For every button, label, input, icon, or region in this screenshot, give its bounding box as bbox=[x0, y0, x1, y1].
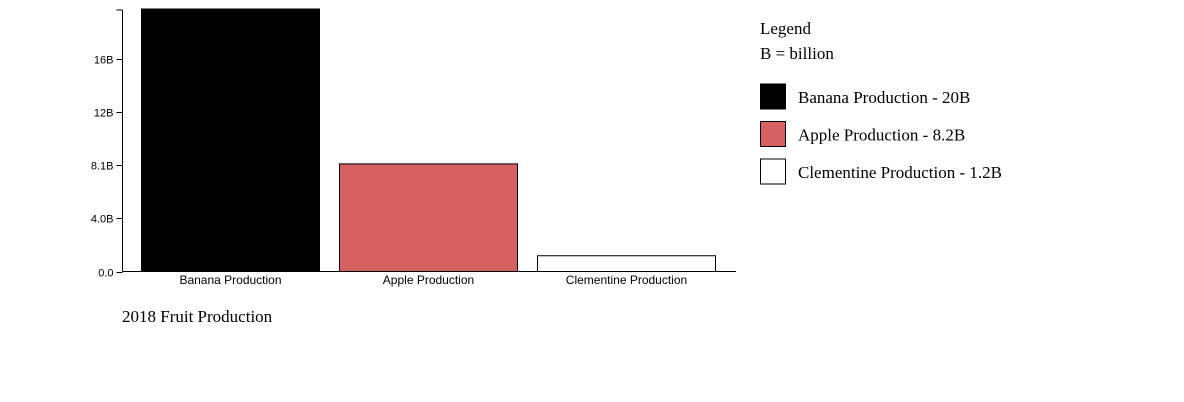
x-tick-label: Banana Production bbox=[179, 273, 281, 287]
bar bbox=[141, 8, 320, 272]
y-tick-label: 16B bbox=[94, 55, 114, 67]
legend-title: Legend bbox=[760, 19, 811, 38]
legend-entry-label: Clementine Production - 1.2B bbox=[798, 163, 1002, 182]
legend: Legend B = billion Banana Production - 2… bbox=[760, 19, 1002, 185]
bar bbox=[537, 255, 716, 272]
legend-swatch bbox=[760, 83, 786, 110]
legend-entry-label: Banana Production - 20B bbox=[798, 88, 970, 107]
legend-entry-label: Apple Production - 8.2B bbox=[798, 126, 965, 145]
y-axis: 0.0 4.0B 8.1B 12B 16B bbox=[91, 9, 123, 280]
bars bbox=[141, 8, 716, 272]
y-tick-label: 4.0B bbox=[91, 214, 114, 226]
legend-swatch bbox=[760, 121, 786, 147]
y-tick-label: 12B bbox=[94, 108, 114, 120]
x-tick-label: Clementine Production bbox=[566, 273, 687, 287]
legend-items: Banana Production - 20B Apple Production … bbox=[760, 83, 1002, 185]
x-axis: Banana Production Apple Production Clement… bbox=[122, 271, 736, 287]
y-tick-label: 0.0 bbox=[98, 268, 113, 280]
legend-subtitle: B = billion bbox=[760, 44, 834, 63]
chart-title: 2018 Fruit Production bbox=[122, 307, 273, 326]
x-tick-label: Apple Production bbox=[383, 273, 474, 287]
legend-swatch bbox=[760, 158, 786, 185]
y-tick-label: 8.1B bbox=[91, 161, 114, 173]
bar bbox=[339, 163, 518, 272]
